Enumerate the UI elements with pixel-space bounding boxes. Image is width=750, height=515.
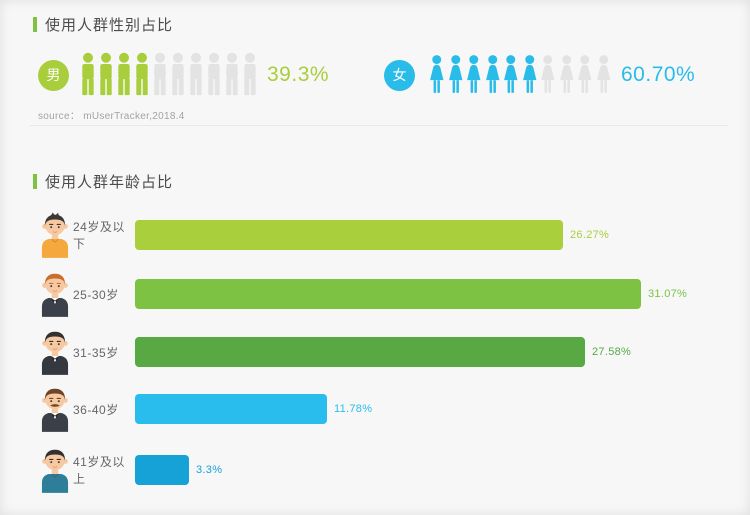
male-badge: 男 <box>38 59 69 91</box>
age-label: 24岁及以下 <box>73 220 125 251</box>
age-label: 41岁及以上 <box>73 455 125 486</box>
age-row-41-and-up: 41岁及以上 3.3% <box>30 445 222 495</box>
age-bar-value: 26.27% <box>570 229 610 241</box>
young-man-avatar-icon <box>37 211 73 259</box>
age-row-31-35: 31-35岁 27.58% <box>30 327 631 377</box>
age-label: 36-40岁 <box>73 402 119 417</box>
age-label: 25-30岁 <box>73 287 119 302</box>
suit-man-avatar-icon <box>37 270 73 318</box>
male-pictograph <box>80 52 258 98</box>
gender-section-title: 使用人群性别占比 <box>33 14 173 35</box>
female-gender-group: 女 60.70% <box>384 52 695 98</box>
age-bar <box>135 279 641 309</box>
suit-man-avatar-icon <box>37 328 73 376</box>
gender-title-text: 使用人群性别占比 <box>45 17 174 34</box>
age-bar <box>135 455 189 485</box>
male-percentage: 39.3% <box>267 63 330 86</box>
female-pictograph <box>428 52 612 98</box>
female-badge: 女 <box>384 59 415 91</box>
age-bar-value: 3.3% <box>196 464 223 476</box>
data-source-note: source： mUserTracker,2018.4 <box>38 111 185 122</box>
age-bar <box>135 337 585 367</box>
teal-shirt-man-avatar-icon <box>37 446 73 494</box>
male-gender-group: 男 39.3% <box>38 52 329 98</box>
female-percentage: 60.70% <box>621 63 696 86</box>
age-bar-value: 27.58% <box>592 346 632 358</box>
age-bar <box>135 394 327 424</box>
age-row-25-30: 25-30岁 31.07% <box>30 269 687 319</box>
title-accent-bar <box>33 174 37 189</box>
age-title-text: 使用人群年龄占比 <box>45 174 174 191</box>
age-section-title: 使用人群年龄占比 <box>33 171 173 192</box>
mustache-man-avatar-icon <box>37 385 73 433</box>
age-bar-value: 31.07% <box>648 288 688 300</box>
age-bar-value: 11.78% <box>334 403 373 415</box>
age-row-24-and-under: 24岁及以下 26.27% <box>30 210 609 260</box>
title-accent-bar <box>33 17 37 32</box>
age-row-36-40: 36-40岁 11.78% <box>30 384 372 434</box>
age-bar <box>135 220 563 250</box>
section-divider <box>30 125 728 126</box>
age-label: 31-35岁 <box>73 345 119 360</box>
